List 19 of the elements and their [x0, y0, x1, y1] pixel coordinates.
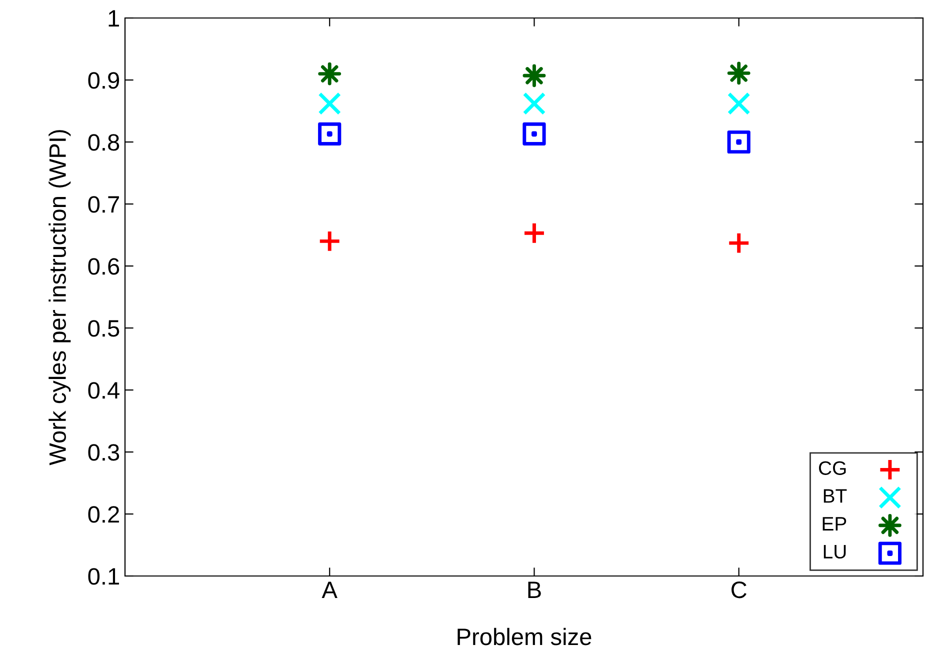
y-tick-label: 0.1 [88, 568, 119, 585]
legend-label: LU [824, 544, 846, 559]
y-axis-title: Work cyles per instruction (WPI) [48, 130, 71, 466]
y-tick-label: 0.4 [88, 382, 120, 399]
y-tick-label: 0.2 [88, 506, 119, 523]
x-tick-label: C [732, 581, 746, 598]
y-tick-label: 0.3 [88, 444, 120, 461]
y-tick-label: 0.5 [88, 320, 120, 337]
y-tick-label: 0.9 [88, 72, 120, 89]
y-tick-label: 0.7 [88, 196, 119, 213]
y-tick-label: 0.6 [88, 258, 120, 275]
legend-label: EP [822, 517, 846, 531]
legend-label: BT [824, 489, 847, 503]
y-tick-label: 1 [108, 10, 119, 27]
x-axis-title: Problem size [458, 628, 592, 646]
x-tick-label: B [528, 582, 541, 598]
legend-label: CG [818, 461, 846, 475]
x-tick-label: A [322, 582, 338, 598]
y-tick-label: 0.8 [88, 134, 120, 151]
